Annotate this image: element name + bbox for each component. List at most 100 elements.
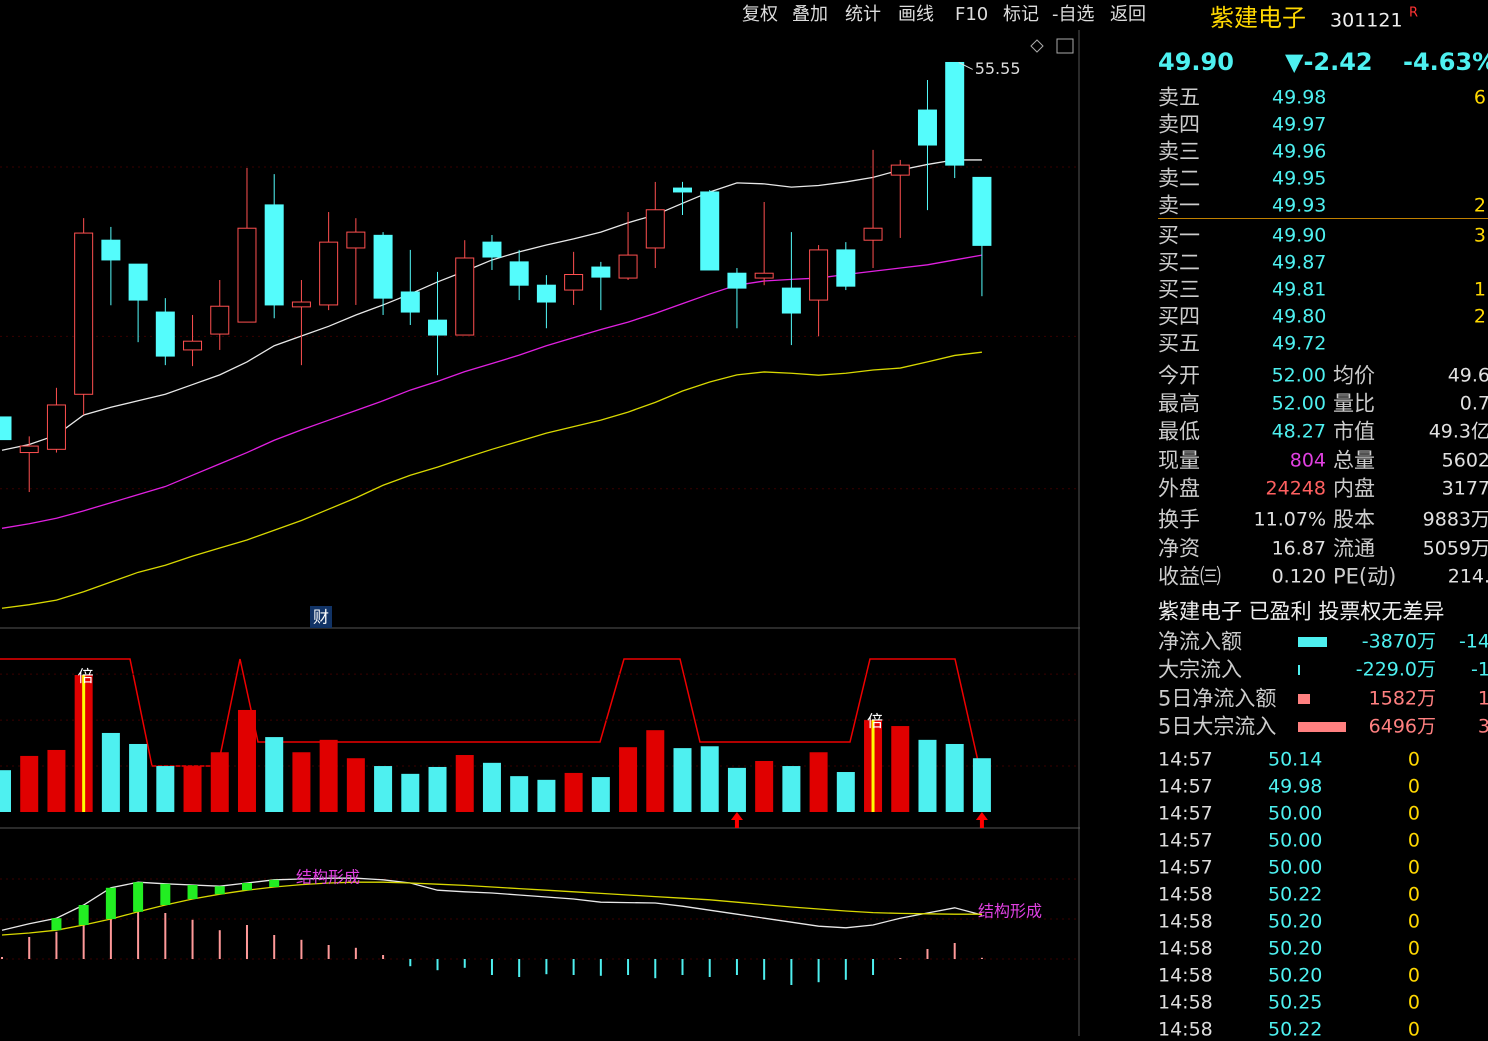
candle-body [863,227,883,241]
candle-body [509,261,529,286]
flow-label: 净流入额 [1158,629,1242,654]
trade-volume: 0 [1407,748,1420,771]
candle-body [700,191,720,271]
volume-bar [129,743,148,812]
candle-body [673,187,692,193]
trade-time: 14:58 [1158,1018,1213,1041]
trade-price: 50.00 [1268,829,1323,852]
candle-body [945,61,965,166]
candle-body [781,287,801,314]
trade-price: 50.25 [1268,991,1323,1014]
stat-value: 48.27 [1271,420,1326,443]
book-label: 买三 [1158,277,1200,302]
volume-bar [401,773,420,812]
volume-bar [782,766,801,812]
volume-bar [619,747,638,812]
stat-value: 0.120 [1271,565,1326,588]
book-label: 买一 [1158,223,1200,248]
candle-body [0,416,12,441]
book-price: 49.80 [1272,305,1327,328]
candle-body [455,257,475,336]
cross-block [187,885,198,899]
volume-bar [210,752,229,812]
book-volume: 1 [1473,278,1486,301]
stat-label: 今开 [1158,363,1200,388]
stat-label: 流通 [1333,536,1375,561]
cross-block [133,882,144,912]
candle-body [319,241,339,306]
cross-block [160,883,171,905]
flow-value: -3870万 [1361,630,1436,653]
stat-label: 现量 [1158,448,1200,473]
stat-value: 5602 [1441,449,1488,472]
volume-bar [537,779,556,812]
high-pointer [958,62,973,70]
volume-bar [700,746,719,812]
icon[interactable] [1030,39,1044,53]
candle-body [428,319,448,336]
menu-item[interactable]: 叠加 [792,4,828,25]
volume-bar [836,772,855,812]
trade-time: 14:58 [1158,937,1213,960]
annotation: 结构形成 [296,868,360,887]
flow-bar [1298,694,1310,704]
trade-volume: 0 [1407,856,1420,879]
trade-volume: 0 [1407,802,1420,825]
stock-name: 紫建电子 [1210,4,1306,32]
cross-block [105,887,116,919]
candle-body [645,209,665,249]
volume-bar [319,739,338,812]
flow-value: 1582万 [1368,687,1436,710]
menu-item[interactable]: 画线 [898,4,934,25]
candle-body [101,239,121,261]
ma-line [1,159,982,451]
candle-body [618,254,638,279]
trade-volume: 0 [1407,775,1420,798]
flow-pct: -14 [1458,630,1488,653]
menu-item[interactable]: F10 [955,4,989,25]
candle-body [210,305,230,335]
marker-label: 倍 [78,667,94,686]
book-price: 49.96 [1272,140,1327,163]
trade-time: 14:57 [1158,748,1213,771]
volume-bar [156,766,175,812]
book-volume: 2 [1473,305,1486,328]
stat-value: 5059万 [1422,537,1488,560]
book-divider [1158,218,1488,219]
arrow [975,812,988,828]
change-pct: -4.63% [1403,48,1488,76]
flow-label: 5日大宗流入 [1158,714,1277,739]
candle-body [373,234,393,299]
icon[interactable] [1056,38,1074,54]
menu-item[interactable]: 标记 [1003,4,1039,25]
trade-price: 50.20 [1268,910,1323,933]
book-price: 49.72 [1272,332,1327,355]
volume-bar [482,762,501,812]
flow-pct: -1 [1471,658,1488,681]
candle-body [237,227,257,323]
candle-body [183,340,203,351]
volume-bar [809,752,828,812]
trade-time: 14:57 [1158,829,1213,852]
stat-label: 量比 [1333,391,1375,416]
menu-item[interactable]: -自选 [1052,4,1095,25]
candle-body [291,301,311,308]
trade-time: 14:57 [1158,802,1213,825]
menu-item[interactable]: 复权 [742,4,778,25]
notice: 紫建电子 已盈利 投票权无差异 [1158,599,1445,624]
trade-volume: 0 [1407,964,1420,987]
menu-item[interactable]: 返回 [1110,4,1146,25]
volume-bar [727,767,746,812]
candle-body [400,291,420,313]
menu-item[interactable]: 统计 [845,4,881,25]
candle-body [917,109,937,146]
volume-bar [891,726,910,812]
volume-bar [265,737,284,812]
book-price: 49.95 [1272,167,1327,190]
trade-time: 14:58 [1158,883,1213,906]
candle-body [890,164,910,176]
stat-label: 外盘 [1158,476,1200,501]
book-label: 买五 [1158,331,1200,356]
trade-price: 50.20 [1268,937,1323,960]
volume-bar [101,732,120,812]
